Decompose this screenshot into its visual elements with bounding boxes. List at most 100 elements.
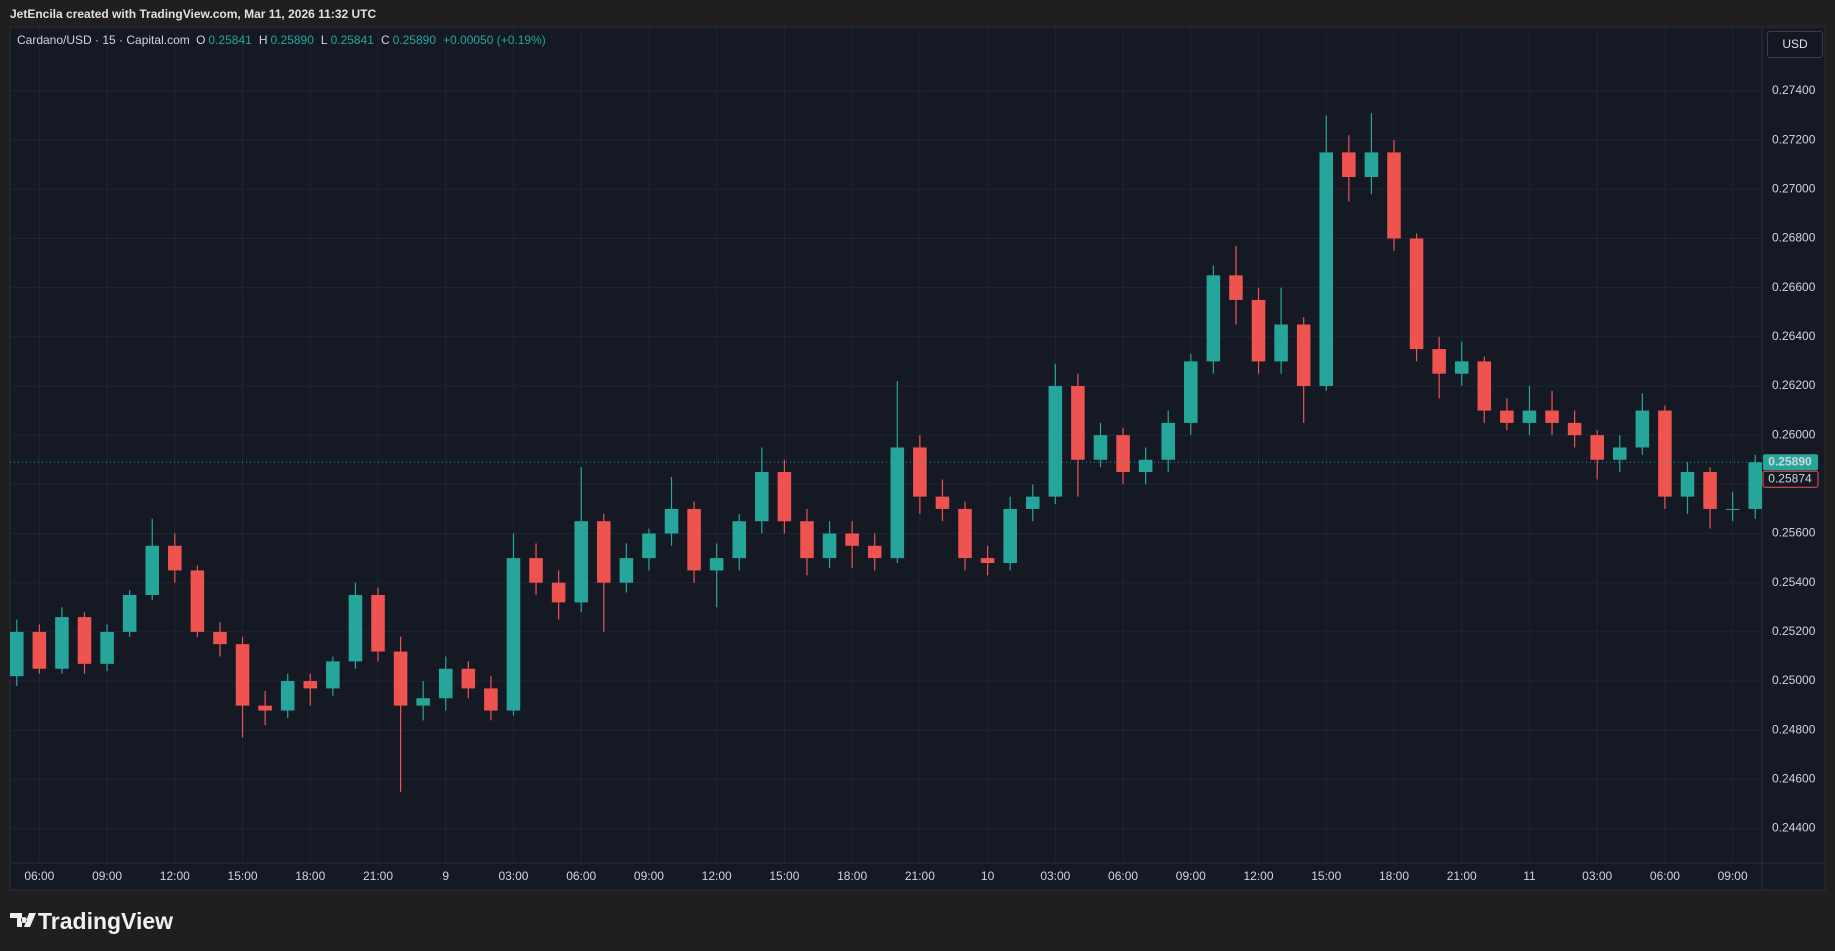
last-price-tag (1763, 454, 1818, 471)
candle-body (1116, 435, 1130, 473)
y-tick-label: 0.27400 (1772, 83, 1816, 97)
candle-body (1319, 152, 1334, 386)
candle-body (1454, 361, 1469, 374)
y-tick-label: 0.24600 (1772, 772, 1816, 786)
candle-body (213, 631, 227, 645)
candle-body (619, 558, 634, 583)
x-tick-label: 12:00 (160, 869, 190, 883)
x-tick-label: 09:00 (1718, 869, 1748, 883)
candle-body (77, 617, 92, 664)
candle-body (687, 508, 701, 571)
y-tick-label: 0.26200 (1772, 378, 1816, 392)
candle-body (371, 594, 385, 652)
x-tick-label: 21:00 (363, 869, 393, 883)
y-tick-label: 0.24400 (1772, 821, 1816, 835)
candle-body (1612, 447, 1627, 460)
x-tick-label: 12:00 (702, 869, 732, 883)
y-tick-label: 0.25600 (1772, 526, 1816, 540)
y-tick-label: 0.25200 (1772, 624, 1816, 638)
x-tick-label: 11 (1523, 869, 1536, 883)
x-tick-label: 18:00 (1379, 869, 1409, 883)
x-tick-label: 21:00 (1447, 869, 1477, 883)
y-tick-label: 0.27000 (1772, 181, 1816, 195)
candle-body (1432, 349, 1446, 374)
candle-body (1545, 410, 1559, 423)
x-tick-label: 09:00 (634, 869, 664, 883)
candle-body (845, 533, 859, 546)
change: +0.00050 (+0.19%) (443, 33, 546, 47)
candle-body (1364, 152, 1379, 177)
candle-body (55, 617, 69, 669)
candle-body (1206, 275, 1221, 362)
x-tick-label: 18:00 (837, 869, 867, 883)
candle-body (777, 472, 792, 522)
candle-body (1500, 410, 1514, 423)
candle-body (1093, 435, 1108, 460)
ohlc-value: 0.25890 (270, 33, 314, 47)
candle-body (913, 447, 927, 497)
candle-body (1522, 410, 1537, 423)
candle-body (1725, 508, 1740, 510)
x-tick-label: 10 (981, 869, 995, 883)
candle-body (32, 631, 47, 669)
candle-body (1161, 422, 1175, 460)
x-tick-label: 09:00 (92, 869, 122, 883)
ohlc-value: 0.25890 (392, 33, 437, 47)
candle-body (890, 447, 905, 559)
candle-body (303, 681, 318, 689)
candle-body (1025, 496, 1040, 509)
x-tick-label: 12:00 (1244, 869, 1274, 883)
candle-body (1658, 410, 1672, 497)
candle-body (1387, 152, 1401, 239)
candle-body (822, 533, 837, 559)
symbol: Cardano/USD · 15 · Capital.com (17, 33, 190, 47)
candle-body (100, 631, 114, 664)
candle-body (800, 521, 814, 559)
x-tick-label: 09:00 (1176, 869, 1206, 883)
y-tick-label: 0.26000 (1772, 427, 1816, 441)
x-tick-label: 15:00 (1311, 869, 1341, 883)
y-tick-label: 0.24800 (1772, 722, 1816, 736)
candle-body (1071, 385, 1085, 460)
currency-button[interactable]: USD (1767, 31, 1823, 58)
candle-body (1748, 462, 1762, 509)
candle-body (1567, 422, 1582, 436)
y-tick-label: 0.25000 (1772, 673, 1816, 687)
candle-body (145, 545, 160, 595)
prev-price-tag (1762, 470, 1819, 488)
candle-body (1409, 238, 1424, 350)
x-tick-label: 15:00 (769, 869, 799, 883)
candle-body (190, 570, 205, 632)
candle-body (438, 668, 453, 699)
candle-body (168, 545, 182, 571)
candle-body (664, 508, 679, 534)
candle-body (755, 472, 769, 522)
candle-body (980, 558, 995, 564)
x-tick-label: 15:00 (228, 869, 258, 883)
candle-body (574, 521, 588, 603)
attribution: JetEncila created with TradingView.com, … (10, 7, 377, 21)
brand-logo (10, 913, 36, 927)
candle-body (326, 661, 340, 689)
ohlc-value: 0.25841 (330, 33, 374, 47)
x-tick-label: 18:00 (295, 869, 325, 883)
x-tick-label: 06:00 (1108, 869, 1138, 883)
candle-body (348, 594, 363, 662)
candle-body (529, 558, 543, 583)
candle-body (1703, 472, 1717, 509)
candle-body (597, 521, 611, 583)
x-tick-label: 06:00 (1650, 869, 1680, 883)
ohlc-key: C (380, 33, 390, 47)
x-tick-label: 03:00 (1582, 869, 1612, 883)
candle-body (1229, 275, 1243, 300)
x-tick-label: 03:00 (498, 869, 528, 883)
candle-body (1296, 324, 1311, 386)
candle-body (1477, 361, 1492, 411)
candle-body (1003, 508, 1017, 564)
x-tick-label: 06:00 (24, 869, 54, 883)
x-tick-label: 03:00 (1040, 869, 1070, 883)
y-tick-label: 0.26600 (1772, 280, 1816, 294)
ohlc-value: 0.25841 (208, 33, 252, 47)
